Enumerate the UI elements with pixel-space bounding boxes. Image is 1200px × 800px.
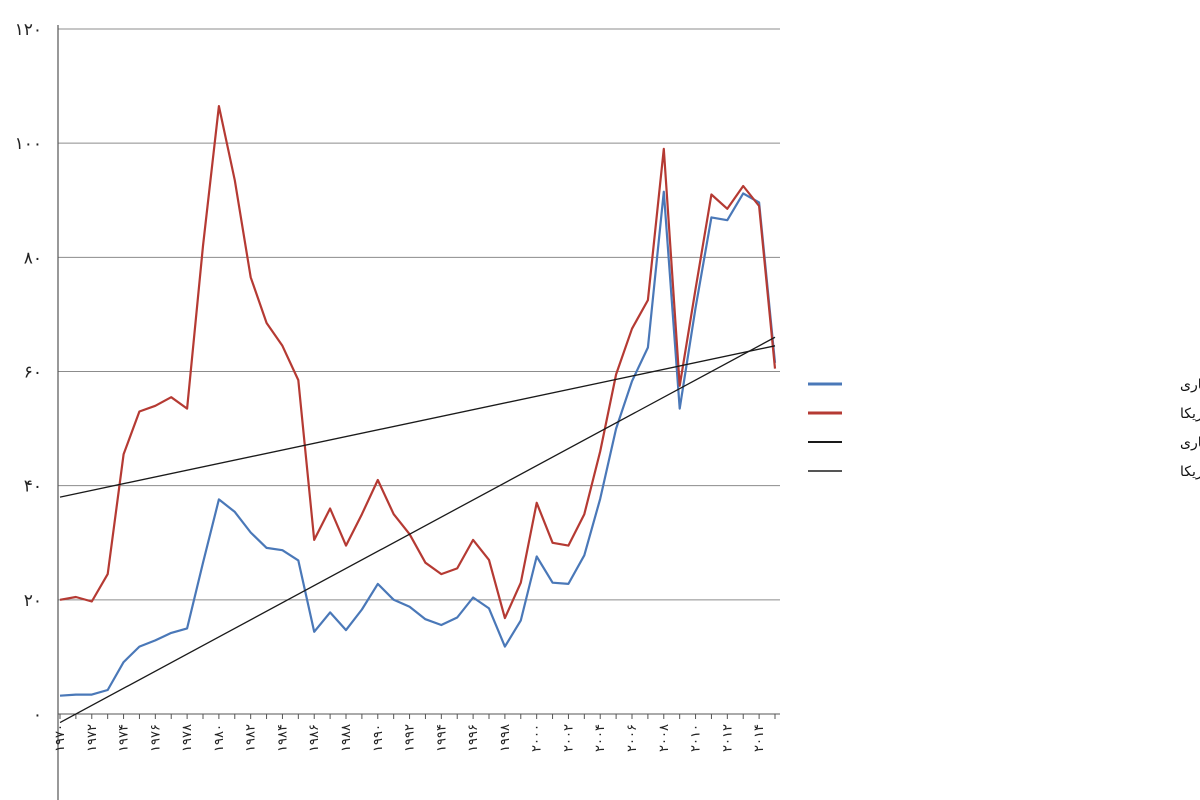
x-tick-label: ۱۹۸۴ — [275, 724, 290, 752]
x-tick-label: ۱۹۸۸ — [339, 724, 354, 752]
x-tick-label: ۱۹۸۲ — [244, 724, 259, 752]
legend: قیمت نفت خام آمریکا به قیمت جاری قیمت نفت… — [808, 376, 1200, 480]
x-tick-label: ۲۰۱۰ — [689, 724, 704, 752]
legend-label: قیمت نفت خام آمریکا به قیمت جاری — [1180, 434, 1200, 451]
x-tick-label: ۱۹۹۲ — [403, 724, 418, 752]
x-tick-label: ۱۹۹۰ — [371, 724, 386, 752]
x-tick-label: ۲۰۰۶ — [625, 724, 640, 752]
series-line-0 — [59, 190, 777, 697]
x-tick-label: ۱۹۷۶ — [148, 724, 163, 752]
y-tick-label: ۴۰ — [24, 477, 42, 497]
x-tick-label: ۲۰۱۲ — [720, 724, 735, 752]
y-tick-label: ۱۰۰ — [15, 134, 42, 154]
trendline-2 — [59, 345, 776, 498]
x-tick-label: ۱۹۷۰ — [53, 724, 68, 752]
x-tick-label: ۱۹۸۶ — [307, 724, 322, 752]
x-tick-label: ۱۹۹۴ — [434, 724, 449, 752]
x-tick-label: ۱۹۷۸ — [180, 724, 195, 752]
y-tick-label: ۱۲۰ — [15, 20, 42, 40]
x-tick-label: ۱۹۹۶ — [466, 724, 481, 752]
y-tick-label: ۸۰ — [24, 248, 42, 268]
x-tick-label: ۲۰۰۰ — [530, 724, 545, 752]
x-tick-label: ۱۹۷۴ — [117, 724, 132, 752]
series-lines — [59, 104, 777, 724]
x-tick-label: ۱۹۹۸ — [498, 724, 513, 752]
x-tick-label: ۱۹۸۰ — [212, 724, 227, 752]
gridlines — [58, 28, 780, 601]
y-tick-labels: ۰ ۲۰ ۴۰ ۶۰ ۸۰ ۱۰۰ ۱۲۰ — [15, 20, 42, 725]
x-tick-label: ۲۰۰۲ — [561, 724, 576, 752]
axes — [57, 25, 780, 800]
x-tick-label: ۲۰۰۴ — [593, 724, 608, 752]
legend-label: قیمت نفت خام به قیمت ثابت شاخص قیمت در آ… — [1180, 405, 1200, 422]
x-tick-label: ۲۰۱۴ — [752, 724, 767, 752]
trendline-3 — [59, 336, 776, 724]
x-tick-label: ۱۹۷۲ — [85, 724, 100, 752]
legend-label: قیمت نفت خام به قیمت ثابت شاخص قیمت در آ… — [1180, 463, 1200, 480]
y-tick-label: ۲۰ — [24, 591, 42, 611]
x-tick-labels: ۱۹۷۰ ۱۹۷۲ ۱۹۷۴ ۱۹۷۶ ۱۹۷۸ ۱۹۸۰ ۱۹۸۲ ۱۹۸۴ ۱۹۸۶ ۱۹۸۸… — [53, 724, 767, 752]
x-tick-label: ۲۰۰۸ — [657, 724, 672, 752]
y-tick-label: ۶۰ — [24, 363, 42, 383]
legend-label: قیمت نفت خام آمریکا به قیمت جاری — [1180, 376, 1200, 393]
series-line-1 — [59, 104, 777, 620]
y-tick-label: ۰ — [33, 705, 42, 725]
